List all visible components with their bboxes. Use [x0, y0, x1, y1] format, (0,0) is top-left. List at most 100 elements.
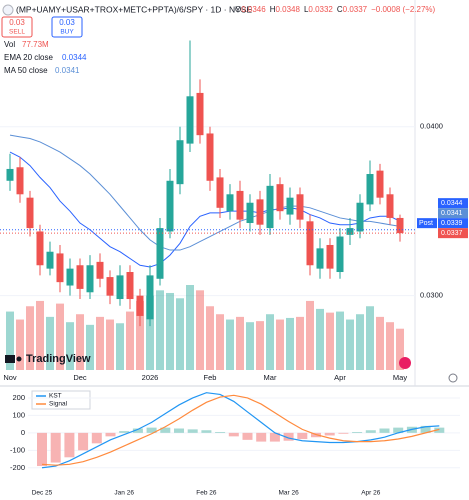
ema-legend-name: EMA 20 close — [4, 53, 53, 62]
volume-bar — [186, 285, 194, 370]
volume-bar — [126, 311, 134, 370]
candle-body — [236, 190, 244, 220]
sell-price[interactable]: 0.03 — [9, 18, 25, 27]
kst-histogram-bar — [338, 432, 349, 434]
candle-body — [156, 228, 164, 279]
candle-body — [336, 236, 344, 273]
ohlc-prefix: L — [304, 5, 309, 14]
sell-label[interactable]: SELL — [9, 29, 25, 36]
ohlc-value: 0.0332 — [308, 5, 333, 14]
kst-histogram-bar — [297, 432, 308, 439]
candle-body — [296, 194, 304, 220]
kst-histogram-bar — [119, 431, 130, 433]
candle-body — [146, 275, 154, 320]
logo-dot — [16, 356, 22, 362]
candle-body — [346, 228, 354, 235]
candle-body — [166, 180, 174, 232]
kst-tick-label: 0 — [21, 428, 25, 437]
candle-body — [326, 244, 334, 269]
volume-bar — [346, 319, 354, 370]
candle-body — [256, 199, 264, 225]
kst-histogram-bar — [146, 427, 157, 433]
candle-body — [46, 251, 54, 269]
price-tag-label: 0.0339 — [441, 220, 463, 227]
volume-bar — [146, 295, 154, 370]
volume-bar — [206, 306, 214, 370]
date-tick-label: Dec — [73, 373, 87, 382]
ohlc-value: 0.0337 — [343, 5, 368, 14]
volume-bar — [336, 311, 344, 370]
volume-bar — [26, 306, 34, 370]
kst-histogram-bar — [420, 425, 431, 433]
volume-bar — [296, 316, 304, 370]
buy-price[interactable]: 0.03 — [59, 18, 75, 27]
candle-body — [76, 265, 84, 289]
kst-legend-box — [31, 390, 91, 410]
candle-body — [126, 272, 134, 300]
volume-bar — [236, 316, 244, 370]
ohlc-prefix: H — [270, 5, 276, 14]
volume-bar — [36, 300, 44, 370]
price-tag — [438, 228, 468, 239]
candle-body — [116, 275, 124, 300]
kst-histogram-bar — [215, 431, 226, 433]
date-tick-label: Feb — [204, 373, 217, 382]
post-badge — [417, 218, 437, 229]
candle-body — [16, 167, 24, 195]
candle-body — [36, 231, 44, 266]
candle-body — [196, 92, 204, 136]
candle-body — [306, 221, 314, 266]
candle-body — [6, 168, 14, 181]
candle-body — [226, 194, 234, 212]
buy-box[interactable] — [51, 16, 83, 38]
kst-histogram-bar — [64, 432, 75, 458]
buy-label[interactable]: BUY — [60, 29, 74, 36]
symbol-icon[interactable] — [2, 4, 14, 16]
settings-icon[interactable] — [448, 373, 458, 383]
candle-body — [176, 140, 184, 185]
buy-button[interactable]: 0.03 BUY — [51, 16, 83, 38]
candle-body — [96, 261, 104, 279]
kst-histogram-bar — [50, 432, 61, 463]
kst-date-label: Jan 26 — [114, 490, 134, 497]
kst-histogram-bar — [434, 427, 445, 433]
volume-bar — [156, 290, 164, 370]
symbol-title: (MP+UAMY+USAR+TROX+METC+PPTA)/6/SPY · 1D… — [16, 4, 252, 14]
post-badge-label: Post — [419, 220, 433, 227]
kst-histogram-bar — [283, 432, 294, 441]
kst-histogram-bar — [352, 431, 363, 433]
kst-histogram-bar — [379, 428, 390, 433]
volume-bar — [376, 316, 384, 370]
replay-button[interactable] — [399, 357, 411, 369]
ma-legend-name: MA 50 close — [4, 66, 48, 75]
candle-body — [216, 177, 224, 208]
kst-histogram-bar — [256, 432, 267, 442]
kst-date-label: Mar 26 — [278, 490, 299, 497]
kst-histogram-bar — [365, 430, 376, 433]
sell-box[interactable] — [1, 16, 33, 38]
kst-line — [41, 394, 440, 466]
kst-histogram-bar — [201, 430, 212, 433]
change-value: −0.0008 (−2.27%) — [371, 5, 435, 14]
candle-body — [366, 174, 374, 205]
kst-histogram-bar — [242, 432, 253, 440]
volume-bar — [46, 316, 54, 370]
candle-body — [136, 295, 144, 316]
candle-body — [66, 268, 74, 286]
ema-legend-value: 0.0344 — [62, 53, 87, 62]
kst-tick-label: -100 — [10, 445, 25, 454]
moving-average-line — [9, 134, 401, 251]
date-tick-label: May — [393, 373, 407, 382]
candle-body — [386, 194, 394, 218]
volume-bar — [266, 314, 274, 370]
kst-histogram-bar — [174, 428, 184, 433]
kst-histogram-bar — [105, 432, 116, 437]
price-tag-label: 0.0341 — [441, 210, 463, 217]
price-tag — [438, 218, 468, 229]
candle-body — [206, 133, 214, 181]
date-tick-label: Apr — [334, 373, 346, 382]
kst-legend-label: Signal — [49, 401, 68, 408]
sell-button[interactable]: 0.03 SELL — [1, 16, 33, 38]
date-tick-label: 2026 — [142, 373, 159, 382]
candle-body — [246, 202, 254, 224]
